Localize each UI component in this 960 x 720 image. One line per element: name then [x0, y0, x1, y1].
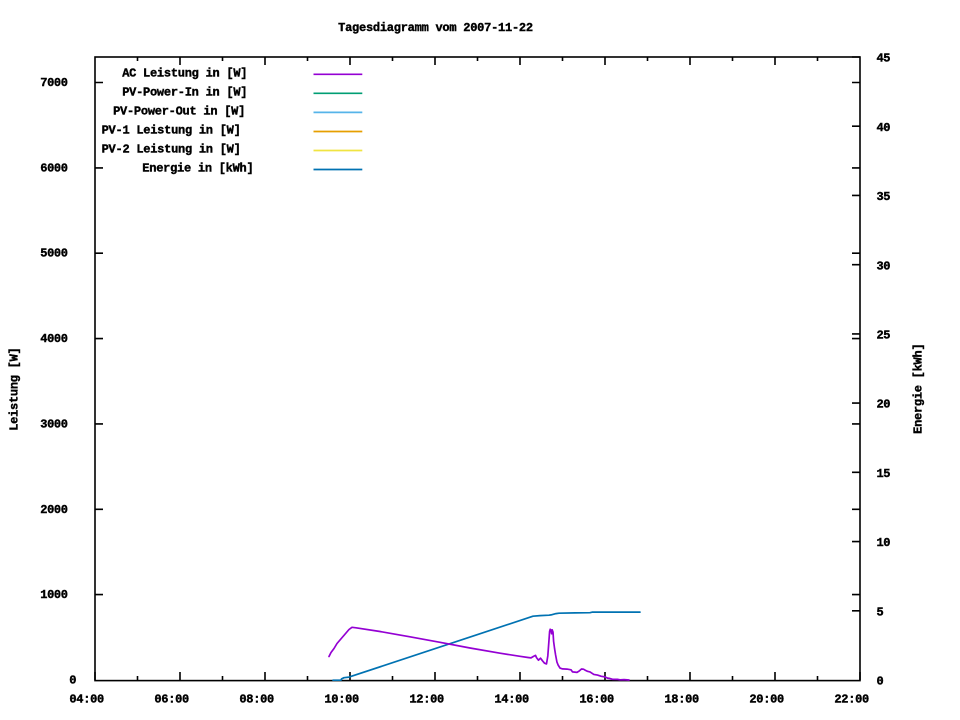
svg-text:4000: 4000: [40, 332, 68, 346]
svg-text:5000: 5000: [40, 247, 68, 261]
svg-text:45: 45: [877, 52, 891, 66]
svg-text:15: 15: [877, 467, 891, 481]
svg-text:20: 20: [877, 398, 891, 412]
svg-text:0: 0: [877, 675, 884, 689]
svg-text:20:00: 20:00: [749, 692, 784, 706]
svg-text:10: 10: [877, 536, 891, 550]
svg-text:08:00: 08:00: [239, 692, 274, 706]
svg-text:6000: 6000: [40, 161, 68, 175]
svg-text:14:00: 14:00: [494, 692, 529, 706]
svg-text:1000: 1000: [40, 588, 68, 602]
svg-text:35: 35: [877, 190, 891, 204]
svg-text:25: 25: [877, 329, 891, 343]
svg-text:40: 40: [877, 121, 891, 135]
svg-text:18:00: 18:00: [664, 692, 699, 706]
svg-text:06:00: 06:00: [154, 692, 189, 706]
svg-text:Leistung [W]: Leistung [W]: [8, 347, 22, 431]
svg-text:Tagesdiagramm vom 2007-11-22: Tagesdiagramm vom 2007-11-22: [338, 21, 533, 35]
svg-text:PV-Power-In in [W]: PV-Power-In in [W]: [122, 85, 247, 99]
svg-text:PV-Power-Out in [W]: PV-Power-Out in [W]: [113, 104, 245, 118]
svg-text:Energie [kWh]: Energie [kWh]: [911, 343, 925, 434]
svg-text:AC Leistung in [W]: AC Leistung in [W]: [122, 66, 247, 80]
svg-text:0: 0: [69, 674, 76, 688]
svg-text:7000: 7000: [40, 76, 68, 90]
svg-text:12:00: 12:00: [409, 692, 444, 706]
svg-text:04:00: 04:00: [69, 692, 104, 706]
svg-text:3000: 3000: [40, 417, 68, 431]
svg-text:10:00: 10:00: [324, 692, 359, 706]
svg-text:30: 30: [877, 259, 891, 273]
svg-text:Energie in [kWh]: Energie in [kWh]: [142, 162, 253, 176]
svg-text:2000: 2000: [40, 503, 68, 517]
svg-text:16:00: 16:00: [579, 692, 614, 706]
svg-text:5: 5: [877, 605, 884, 619]
svg-text:PV-1 Leistung in [W]: PV-1 Leistung in [W]: [102, 124, 241, 138]
svg-text:22:00: 22:00: [834, 692, 869, 706]
svg-text:PV-2 Leistung in [W]: PV-2 Leistung in [W]: [102, 143, 241, 157]
